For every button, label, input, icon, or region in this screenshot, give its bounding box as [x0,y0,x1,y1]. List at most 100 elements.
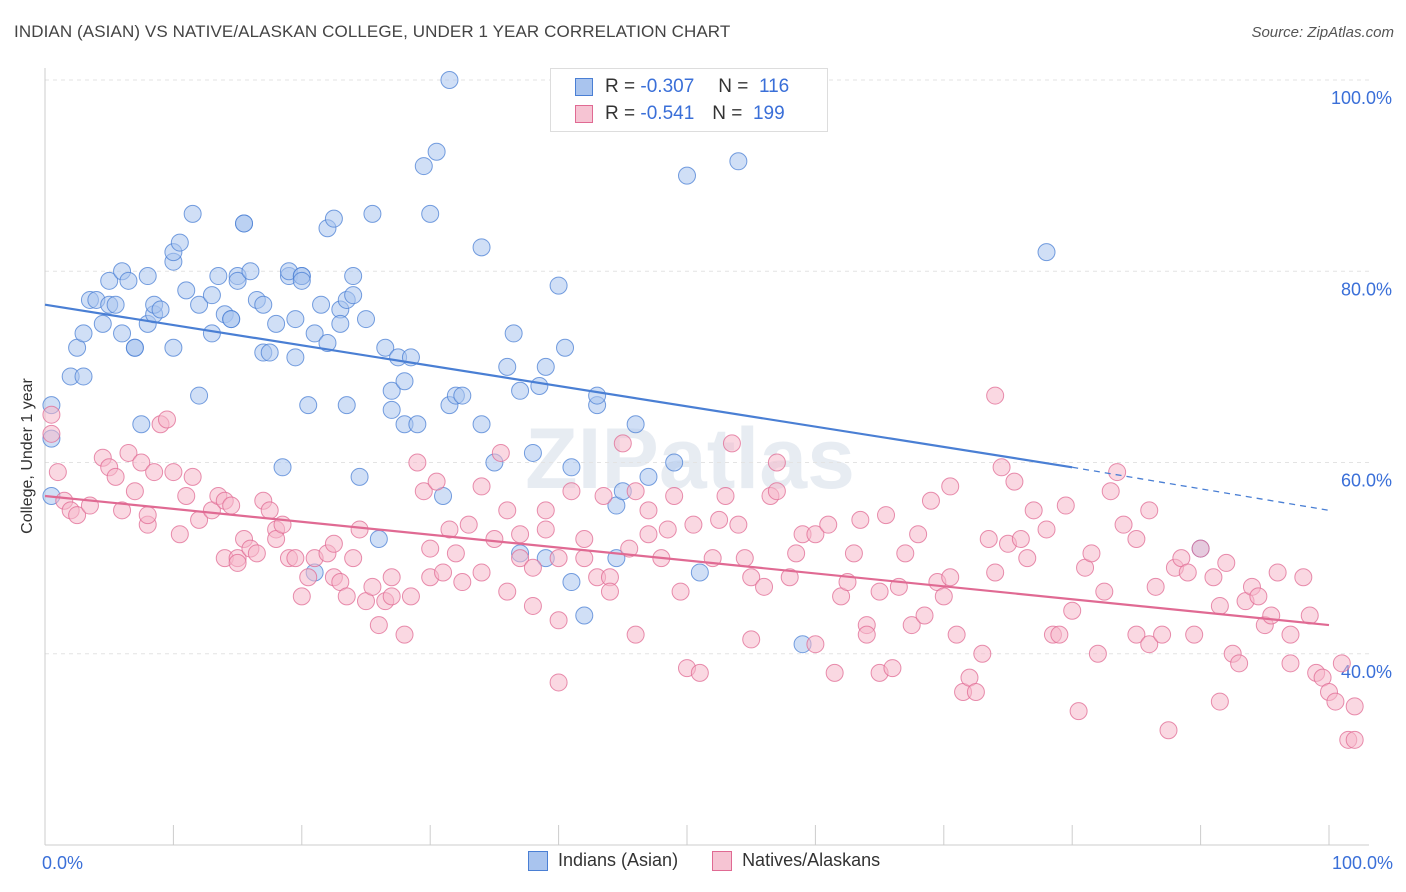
native-point [344,549,363,568]
indian-point [202,324,221,343]
indian-point [273,458,292,477]
native-point [1294,568,1313,587]
native-point [1281,654,1300,673]
native-point [350,520,369,539]
native-point [934,587,953,606]
indian-point [511,381,530,400]
indian-point [209,267,228,286]
indian-point [286,348,305,367]
native-point [1140,635,1159,654]
native-point [1345,697,1364,716]
indian-point [106,295,125,314]
data-points [42,71,1364,749]
indian-point [190,386,209,405]
native-point [324,534,343,553]
indian-point [119,271,138,290]
native-point [119,443,138,462]
n-label: N = [718,76,749,97]
native-point [363,577,382,596]
native-point [742,568,761,587]
native-point [986,563,1005,582]
native-point [1127,530,1146,548]
indian-point [376,338,395,357]
indian-point [427,142,446,161]
native-point [1268,563,1287,582]
native-point [921,491,940,510]
native-point [491,443,510,462]
native-point [767,482,786,501]
native-point [164,463,183,482]
native-point [941,568,960,587]
native-point [594,486,613,505]
indian-point [222,310,241,329]
native-point [292,587,311,606]
indian-point [549,276,568,295]
indian-point [408,415,427,434]
indian-point [93,314,112,333]
native-point [819,515,838,534]
n-value: 199 [752,103,785,124]
native-point [1056,496,1075,515]
indian-point [100,271,119,290]
native-point [851,510,870,529]
native-point [395,625,414,644]
indian-point [556,338,575,357]
pink-swatch-icon [575,105,593,123]
native-point [228,553,247,572]
native-point [1159,721,1178,740]
native-point [1281,625,1300,644]
indian-point [562,573,581,592]
native-point [1018,549,1037,568]
native-point [992,458,1011,477]
native-point [690,663,709,682]
native-point [1114,515,1133,534]
native-point [787,544,806,563]
native-point [446,544,465,563]
y-tick-label: 60.0% [1341,471,1392,491]
native-point [434,563,453,582]
chart-title: INDIAN (ASIAN) VS NATIVE/ALASKAN COLLEGE… [14,22,731,41]
indian-point [228,271,247,290]
indian-point [344,286,363,305]
native-point [883,659,902,678]
native-point [498,501,517,520]
native-point [472,563,491,582]
native-point [909,525,928,544]
native-point [1127,625,1146,644]
native-point [613,434,632,453]
native-point [125,482,144,501]
native-point [986,386,1005,405]
legend-item-indians[interactable]: Indians (Asian) [528,850,678,871]
native-point [260,501,279,520]
native-point [113,501,132,520]
indian-point [324,209,343,228]
native-point [1088,644,1107,663]
native-point [575,549,594,568]
native-point [485,530,504,548]
native-point [806,635,825,654]
indian-point [177,281,196,300]
indian-point [350,467,369,486]
indian-point [164,338,183,357]
indian-point [202,286,221,305]
native-point [247,544,266,563]
native-point [382,568,401,587]
native-point [941,477,960,496]
native-point [806,525,825,544]
native-point [1101,482,1120,501]
legend-item-natives[interactable]: Natives/Alaskans [712,850,880,871]
native-point [511,525,530,544]
x-tick-label: 0.0% [42,853,83,873]
r-value: -0.307 [640,76,695,97]
indian-point [344,267,363,286]
native-point [902,616,921,635]
native-point [549,673,568,692]
legend-label: Natives/Alaskans [742,850,881,870]
native-point [825,663,844,682]
native-point [1005,472,1024,491]
native-point [145,463,164,482]
native-point [1230,654,1249,673]
indian-point [267,314,286,333]
indian-point [382,400,401,419]
series-legend: Indians (Asian) Natives/Alaskans [528,850,914,871]
